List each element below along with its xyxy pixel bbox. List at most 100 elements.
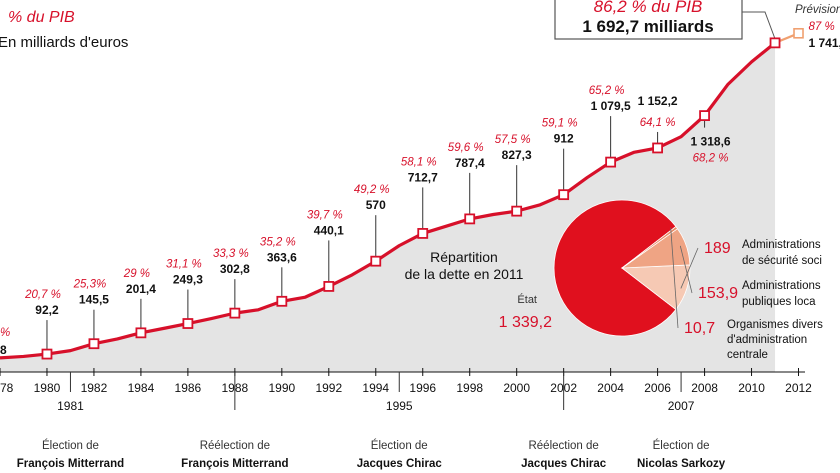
point-value-label: 827,3	[502, 148, 532, 162]
x-tick-label: 1984	[128, 381, 155, 395]
peak-leader	[742, 11, 776, 40]
point-value-label: 8	[0, 343, 7, 357]
event-name: Jacques Chirac	[521, 458, 607, 470]
data-point-marker	[88, 338, 100, 350]
x-tick-label: 1978	[0, 381, 14, 395]
data-point-marker	[605, 156, 617, 168]
data-point-marker	[652, 142, 663, 154]
peak-callout-box	[554, 0, 743, 40]
event-label: Élection de	[653, 439, 710, 452]
pie-slice-0	[553, 199, 677, 337]
pie-slice-label: Administrations	[742, 239, 821, 251]
unit-label: En milliards d'euros	[0, 34, 128, 51]
data-point-marker	[464, 213, 476, 225]
point-value-label: 1 079,5	[591, 99, 631, 113]
pie-leader	[680, 247, 699, 289]
pie-slice-label: Administrations	[742, 280, 821, 292]
point-value-label: 249,3	[173, 273, 203, 287]
pie-slice-label: d'administration	[727, 334, 807, 346]
data-point-marker	[769, 37, 781, 49]
peak-pct-label: 86,2 % du PIB	[594, 0, 703, 16]
data-point-marker	[370, 255, 382, 267]
point-pct-label: 65,2 %	[589, 85, 625, 97]
point-pct-label: 49,2 %	[354, 184, 390, 196]
event-label: Élection de	[42, 439, 99, 452]
x-tick-label: 2008	[691, 381, 718, 395]
event-year: 1995	[386, 399, 413, 413]
point-pct-label: 31,1 %	[166, 259, 202, 271]
x-tick-label: 2006	[644, 381, 671, 395]
marks-layer: % 8 92,2 20,7 % 145,5 25,3% 201,4 29 % 249,3 31,1…	[0, 0, 840, 360]
x-tick-label: 1990	[268, 381, 295, 395]
point-pct-label: 58,1 %	[401, 156, 437, 168]
point-pct-label: 68,2 %	[693, 153, 729, 165]
point-value-label: 787,4	[455, 156, 485, 170]
point-value-label: 201,4	[126, 282, 156, 296]
x-tick-label: 1986	[175, 381, 202, 395]
data-point-marker	[558, 189, 570, 201]
pie-slice-label: Organismes divers	[727, 319, 823, 331]
pie-slice-3	[621, 225, 679, 269]
point-value-label: 145,5	[79, 293, 109, 307]
point-value-label: 712,7	[408, 170, 438, 184]
event-name: François Mitterrand	[181, 458, 288, 470]
title-pct: % du PIB	[8, 9, 75, 26]
point-value-label: 570	[366, 198, 386, 212]
pie-value-label: 10,7	[684, 320, 715, 337]
event-label: Réélection de	[528, 440, 598, 452]
x-tick-label: 1980	[34, 381, 61, 395]
point-value-label: 1 152,2	[638, 94, 678, 108]
pie-title-line2: de la dette en 2011	[405, 266, 524, 282]
pie-value-state: 1 339,2	[499, 314, 552, 331]
data-point-marker	[511, 205, 523, 217]
point-pct-label: 25,3%	[73, 279, 107, 291]
x-tick-label: 1992	[315, 381, 342, 395]
pie-label-state: État	[517, 293, 537, 306]
data-point-marker	[41, 348, 53, 360]
debt-line	[0, 41, 777, 360]
forecast-marker	[793, 27, 804, 39]
pie-value-label: 153,9	[698, 285, 738, 302]
event-name: Jacques Chirac	[357, 458, 443, 470]
data-point-marker	[699, 110, 710, 122]
data-point-marker	[182, 318, 194, 329]
x-tick-label: 1982	[81, 381, 108, 395]
data-point-marker	[229, 307, 241, 319]
point-pct-label: 64,1 %	[640, 117, 676, 129]
event-label: Réélection de	[200, 440, 270, 452]
point-value-label: 440,1	[314, 223, 344, 237]
event-year: 1981	[57, 399, 84, 413]
pie-chart: Répartition de la dette en 2011 État 1 33…	[405, 199, 823, 361]
forecast-pct-label: 87 %	[809, 21, 835, 33]
point-pct-label: 39,7 %	[307, 209, 343, 221]
point-pct-label: 29 %	[123, 268, 150, 280]
point-pct-label: 57,5 %	[495, 134, 531, 146]
x-tick-label: 2000	[503, 381, 530, 395]
pie-title-line1: Répartition	[430, 249, 498, 265]
point-pct-label: 59,6 %	[448, 142, 484, 154]
point-value-label: 302,8	[220, 262, 250, 276]
pie-leader	[679, 245, 693, 294]
x-tick-label: 2010	[738, 381, 765, 395]
x-tick-label: 1996	[409, 381, 436, 395]
pie-leader	[670, 227, 679, 329]
pie-value-label: 189	[704, 240, 731, 257]
forecast-label: Prévision	[795, 4, 840, 16]
data-point-marker	[323, 281, 335, 292]
event-year: 2007	[668, 399, 695, 413]
pie-slice-label: centrale	[727, 349, 768, 361]
peak-value-label: 1 692,7 milliards	[582, 17, 713, 36]
data-point-marker	[417, 228, 429, 239]
x-tick-label: 1998	[456, 381, 483, 395]
forecast-value-label: 1 741,	[809, 36, 840, 50]
data-point-marker	[135, 327, 147, 339]
point-pct-label: 59,1 %	[542, 118, 578, 130]
point-value-label: 1 318,6	[691, 135, 731, 149]
events-layer: 1981 Élection de François Mitterrand Réélec…	[17, 372, 726, 470]
event-label: Élection de	[371, 439, 428, 452]
point-value-label: 363,6	[267, 250, 297, 264]
point-value-label: 912	[554, 132, 574, 146]
x-tick-label: 2012	[785, 381, 812, 395]
event-name: Nicolas Sarkozy	[637, 458, 726, 470]
